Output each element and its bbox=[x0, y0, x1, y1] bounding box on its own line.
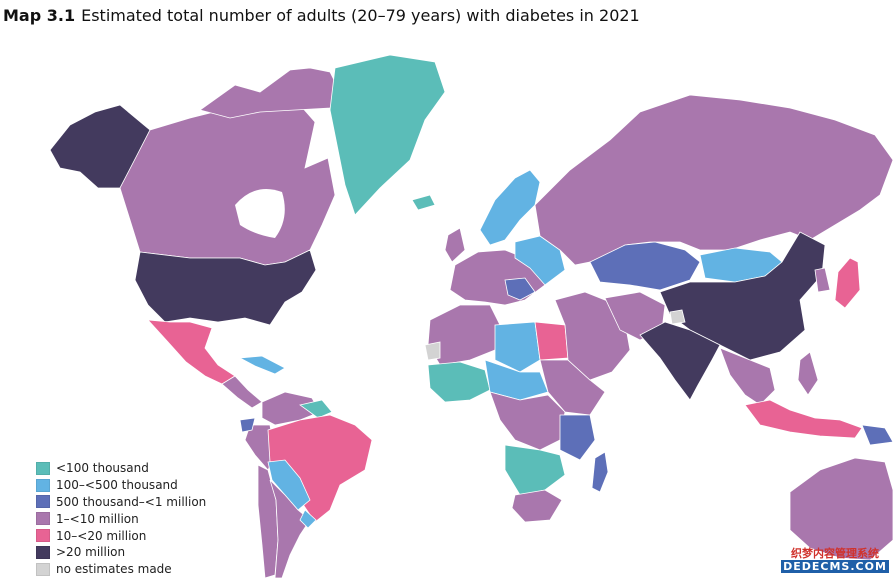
south-africa-region bbox=[511, 489, 563, 523]
mexico-region bbox=[147, 319, 236, 385]
scandinavia-region bbox=[479, 169, 541, 246]
map-number: Map 3.1 bbox=[3, 6, 76, 25]
legend-label: no estimates made bbox=[56, 562, 172, 577]
tibet-gap bbox=[669, 309, 686, 325]
papua-region bbox=[861, 424, 894, 446]
kazakhstan-region bbox=[589, 241, 701, 291]
hudson-bay bbox=[235, 188, 285, 238]
uruguay-region bbox=[299, 509, 317, 529]
legend-swatch bbox=[36, 545, 50, 559]
indonesia-region bbox=[744, 399, 863, 439]
map-title: Map 3.1 Estimated total number of adults … bbox=[3, 6, 640, 25]
japan-region bbox=[834, 257, 861, 309]
bolivia-paraguay-region bbox=[267, 459, 311, 511]
usa-region bbox=[134, 249, 317, 326]
legend-item: 10–<20 million bbox=[36, 527, 206, 544]
legend-item: >20 million bbox=[36, 544, 206, 561]
canada-region bbox=[119, 97, 336, 266]
legend-swatch bbox=[36, 461, 50, 475]
caribbean-region bbox=[238, 355, 286, 375]
legend-label: >20 million bbox=[56, 545, 126, 560]
legend-item: 100–<500 thousand bbox=[36, 477, 206, 494]
legend-swatch bbox=[36, 478, 50, 492]
middle-east-region bbox=[554, 291, 631, 381]
legend-label: <100 thousand bbox=[56, 461, 149, 476]
legend-item: 500 thousand–<1 million bbox=[36, 494, 206, 511]
legend-swatch bbox=[36, 512, 50, 526]
world-map bbox=[0, 38, 895, 579]
central-america-region bbox=[221, 375, 263, 409]
greenland-region bbox=[329, 54, 446, 216]
map-legend: <100 thousand 100–<500 thousand 500 thou… bbox=[36, 460, 206, 578]
madagascar-region bbox=[591, 451, 609, 493]
legend-label: 500 thousand–<1 million bbox=[56, 494, 207, 509]
central-africa-region bbox=[489, 391, 566, 451]
iceland-region bbox=[411, 194, 436, 211]
libya-region bbox=[494, 321, 541, 373]
southeast-asia-region bbox=[719, 347, 776, 406]
ecuador-region bbox=[239, 417, 256, 433]
west-africa-region bbox=[427, 361, 491, 403]
east-africa-region bbox=[559, 414, 596, 461]
legend-swatch bbox=[36, 562, 50, 576]
legend-item: 1–<10 million bbox=[36, 510, 206, 527]
legend-label: 1–<10 million bbox=[56, 511, 139, 526]
watermark-text-en: DEDECMS.COM bbox=[781, 560, 889, 573]
korea-region bbox=[814, 267, 831, 293]
australia-region bbox=[789, 457, 894, 561]
uk-region bbox=[444, 227, 466, 263]
balkans-region bbox=[504, 277, 536, 301]
legend-label: 100–<500 thousand bbox=[56, 478, 178, 493]
india-region bbox=[639, 321, 721, 401]
map-title-text: Estimated total number of adults (20–79 … bbox=[81, 6, 640, 25]
argentina-region bbox=[269, 479, 311, 579]
watermark-text-cn: 织梦内容管理系统 bbox=[791, 547, 879, 560]
legend-label: 10–<20 million bbox=[56, 528, 147, 543]
guianas-region bbox=[299, 399, 333, 419]
arctic-islands-region bbox=[199, 67, 341, 119]
colombia-venezuela-region bbox=[261, 391, 321, 426]
philippines-region bbox=[797, 351, 819, 396]
watermark-logo: 织梦内容管理系统 DEDECMS.COM bbox=[781, 547, 889, 573]
legend-item: no estimates made bbox=[36, 561, 206, 578]
egypt-region bbox=[534, 321, 569, 361]
western-sahara-region bbox=[424, 341, 441, 361]
russia-region bbox=[534, 94, 894, 266]
legend-item: <100 thousand bbox=[36, 460, 206, 477]
legend-swatch bbox=[36, 495, 50, 509]
legend-swatch bbox=[36, 529, 50, 543]
southern-africa-region bbox=[504, 444, 566, 496]
